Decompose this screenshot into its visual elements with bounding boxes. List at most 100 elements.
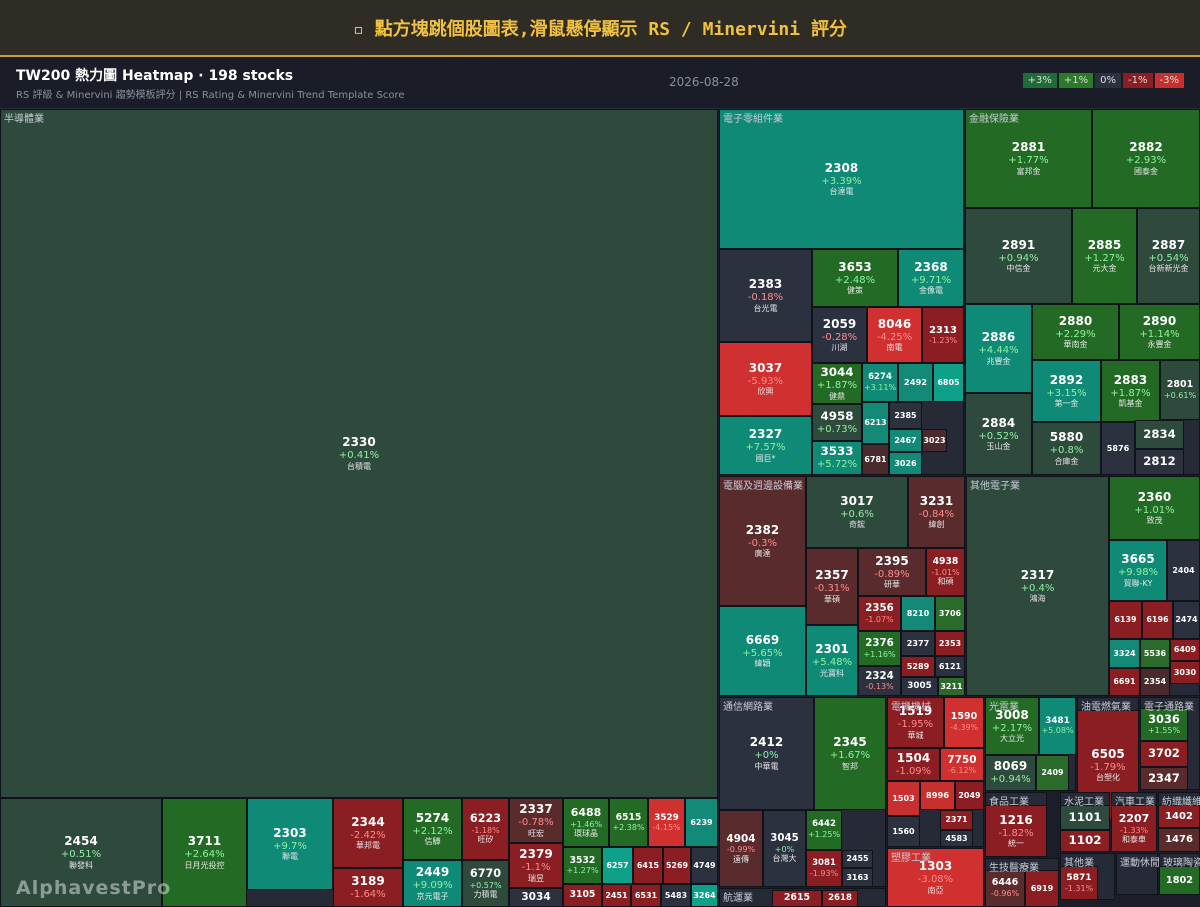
stock-cell[interactable]: 3211	[938, 677, 965, 696]
stock-cell[interactable]: 2474	[1173, 601, 1200, 639]
stock-cell[interactable]: 6239	[685, 798, 718, 847]
stock-cell[interactable]: 3706	[935, 596, 965, 631]
stock-cell[interactable]: 2883 +1.87% 凱基金	[1101, 360, 1160, 422]
stock-cell[interactable]: 3030	[1170, 661, 1200, 684]
stock-cell[interactable]: 6121	[935, 656, 965, 677]
stock-cell[interactable]: 2404	[1167, 540, 1200, 601]
stock-cell[interactable]: 2301 +5.48% 光寶科	[806, 625, 858, 696]
stock-cell[interactable]: 5536	[1140, 639, 1170, 668]
stock-cell[interactable]: 6805	[933, 363, 964, 402]
stock-cell[interactable]: 3529 -4.15%	[648, 798, 685, 847]
stock-cell[interactable]: 3264	[691, 884, 718, 907]
stock-cell[interactable]: 3005	[901, 677, 938, 696]
stock-cell[interactable]: 3037 -5.93% 欣興	[719, 342, 812, 416]
stock-cell[interactable]: 1503	[887, 781, 920, 816]
stock-cell[interactable]: 2313 -1.23%	[922, 307, 964, 363]
stock-cell[interactable]: 6415	[633, 847, 663, 884]
stock-cell[interactable]: 1590 -4.39%	[944, 697, 984, 748]
stock-cell[interactable]: 2395 -0.89% 研華	[858, 548, 926, 596]
stock-cell[interactable]: 3023	[922, 429, 947, 452]
stock-cell[interactable]: 5274 +2.12% 信驊	[403, 798, 462, 860]
stock-cell[interactable]: 7750 -6.12%	[940, 748, 984, 781]
stock-cell[interactable]: 8046 -4.25% 南電	[867, 307, 922, 363]
stock-cell[interactable]: 2207 -1.33% 和泰車	[1111, 805, 1157, 852]
stock-cell[interactable]: 1560	[887, 816, 920, 847]
stock-cell[interactable]: 6531	[631, 884, 661, 907]
stock-cell[interactable]: 1504 -1.09%	[887, 748, 940, 781]
stock-cell[interactable]: 2492	[898, 363, 933, 402]
stock-cell[interactable]: 2881 +1.77% 富邦金	[965, 109, 1092, 208]
stock-cell[interactable]: 6446 -0.96%	[985, 870, 1025, 907]
stock-cell[interactable]: 2880 +2.29% 華南金	[1032, 304, 1119, 360]
stock-cell[interactable]: 1476	[1158, 828, 1200, 852]
stock-cell[interactable]: 2303 +9.7% 聯電	[247, 798, 333, 890]
stock-cell[interactable]: 2059 -0.28% 川湖	[812, 307, 867, 363]
stock-cell[interactable]: 2618	[822, 890, 858, 907]
stock-cell[interactable]: 3017 +0.6% 奇鋐	[806, 476, 908, 548]
stock-cell[interactable]: 2317 +0.4% 鴻海	[966, 476, 1109, 696]
stock-cell[interactable]: 5871 -1.31%	[1060, 866, 1098, 900]
stock-cell[interactable]: 2892 +3.15% 第一金	[1032, 360, 1101, 422]
stock-cell[interactable]: 6223 -1.18% 旺矽	[462, 798, 509, 860]
stock-cell[interactable]: 3189 -1.64%	[333, 868, 403, 907]
stock-cell[interactable]: 5269	[663, 847, 691, 884]
stock-cell[interactable]: 2891 +0.94% 中信金	[965, 208, 1072, 304]
stock-cell[interactable]: 2890 +1.14% 永豐金	[1119, 304, 1200, 360]
stock-cell[interactable]: 6213	[862, 402, 889, 444]
stock-cell[interactable]: 6196	[1142, 601, 1173, 639]
stock-cell[interactable]: 1101	[1060, 805, 1110, 830]
stock-cell[interactable]: 2454 +0.51% 聯發科	[0, 798, 162, 907]
stock-cell[interactable]: 2379 -1.1% 瑞昱	[509, 843, 563, 888]
stock-cell[interactable]: 2354	[1140, 668, 1170, 696]
stock-cell[interactable]: 2885 +1.27% 元大金	[1072, 208, 1137, 304]
stock-cell[interactable]: 2371	[940, 810, 973, 830]
stock-cell[interactable]: 3008 +2.17% 大立光	[985, 697, 1039, 755]
stock-cell[interactable]: 2330 +0.41% 台積電	[0, 109, 718, 798]
stock-cell[interactable]: 3324	[1109, 639, 1140, 668]
stock-cell[interactable]: 2385	[889, 402, 922, 429]
stock-cell[interactable]: 2412 +0% 中華電	[719, 697, 814, 810]
stock-cell[interactable]: 2449 +9.09% 京元電子	[403, 860, 462, 907]
stock-cell[interactable]: 8069 +0.94%	[985, 755, 1036, 791]
stock-cell[interactable]: 4958 +0.73%	[812, 404, 862, 441]
stock-cell[interactable]: 2347	[1140, 767, 1188, 790]
stock-cell[interactable]: 1216 -1.82% 統一	[985, 805, 1047, 857]
stock-cell[interactable]: 2327 +7.57% 國巨*	[719, 416, 812, 475]
stock-cell[interactable]: 4749	[691, 847, 718, 884]
stock-cell[interactable]: 2834	[1135, 420, 1184, 449]
stock-cell[interactable]: 2409	[1036, 755, 1069, 791]
stock-cell[interactable]: 3481 +5.08%	[1039, 697, 1076, 755]
stock-cell[interactable]: 6781	[862, 444, 889, 475]
stock-cell[interactable]: 2467	[889, 429, 922, 452]
stock-cell[interactable]: 6139	[1109, 601, 1142, 639]
stock-cell[interactable]: 2308 +3.39% 台達電	[719, 109, 964, 249]
stock-cell[interactable]: 2887 +0.54% 台新新光金	[1137, 208, 1200, 304]
stock-cell[interactable]: 3231 -0.84% 緯創	[908, 476, 965, 548]
stock-cell[interactable]: 3034	[509, 888, 563, 907]
stock-cell[interactable]: 3026	[889, 452, 922, 475]
stock-cell[interactable]: 3163	[842, 868, 873, 887]
stock-cell[interactable]: 3044 +1.87% 健鼎	[812, 363, 862, 404]
stock-cell[interactable]: 3105	[563, 884, 602, 907]
stock-cell[interactable]: 6515 +2.38%	[609, 798, 648, 847]
stock-cell[interactable]: 2377	[901, 631, 935, 656]
stock-cell[interactable]: 5880 +0.8% 合庫金	[1032, 422, 1101, 475]
stock-cell[interactable]: 1402	[1158, 805, 1200, 828]
stock-cell[interactable]: 2337 -0.78% 旺宏	[509, 798, 563, 843]
stock-cell[interactable]: 2344 -2.42% 華邦電	[333, 798, 403, 868]
stock-cell[interactable]: 8996	[920, 781, 955, 810]
stock-cell[interactable]: 1303 -3.08% 南亞	[887, 848, 984, 907]
stock-cell[interactable]: 3702	[1140, 741, 1188, 767]
stock-cell[interactable]: 2382 -0.3% 廣達	[719, 476, 806, 606]
stock-cell[interactable]: 6488 +1.46% 環球晶	[563, 798, 609, 847]
stock-cell[interactable]: 2812	[1135, 449, 1184, 475]
stock-cell[interactable]: 3711 +2.64% 日月光投控	[162, 798, 247, 907]
stock-cell[interactable]: 5483	[661, 884, 691, 907]
stock-cell[interactable]: 2345 +1.67% 智邦	[814, 697, 886, 810]
stock-cell[interactable]: 6919	[1025, 870, 1059, 907]
stock-cell[interactable]: 6669 +5.65% 緯穎	[719, 606, 806, 696]
stock-cell[interactable]: 1102	[1060, 830, 1110, 852]
stock-cell[interactable]: 4583	[940, 830, 973, 847]
stock-cell[interactable]: 2360 +1.01% 致茂	[1109, 476, 1200, 540]
stock-cell[interactable]: 8210	[901, 596, 935, 631]
